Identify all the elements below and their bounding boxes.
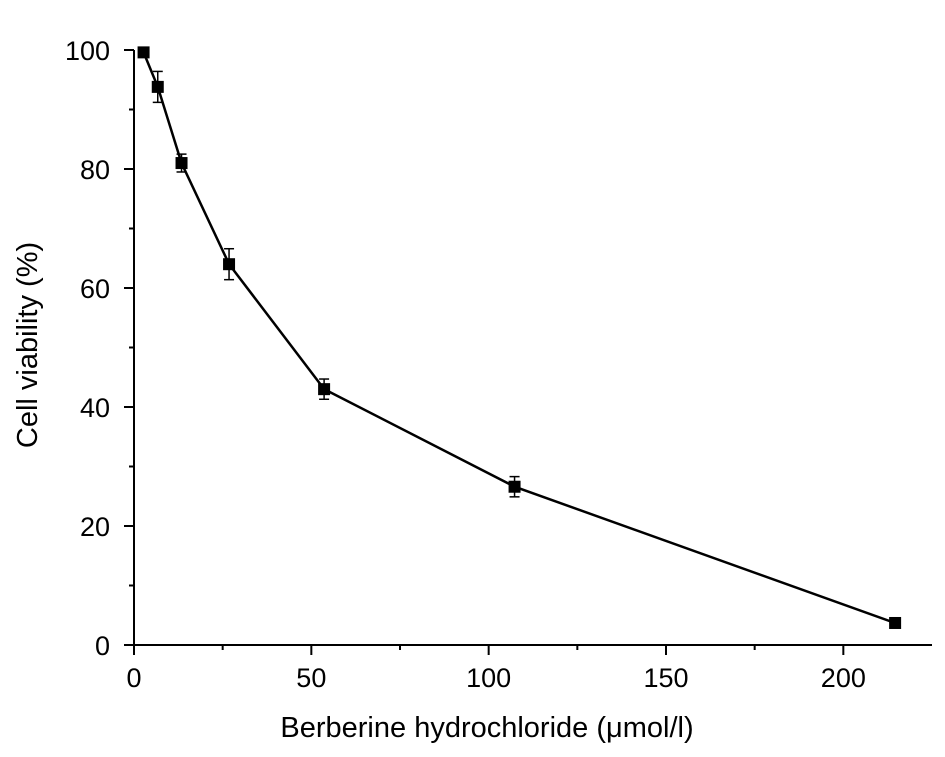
y-axis-label: Cell viability (%) — [12, 242, 44, 448]
axes — [133, 50, 932, 646]
x-tick-label: 150 — [643, 663, 688, 693]
y-tick-label: 20 — [80, 512, 110, 542]
data-point — [175, 157, 188, 170]
x-tick-label: 0 — [126, 663, 141, 693]
data-point — [508, 480, 521, 493]
y-tick-label: 60 — [80, 274, 110, 304]
x-tick-label: 50 — [296, 663, 326, 693]
x-tick-label: 100 — [466, 663, 511, 693]
y-tick-label: 40 — [80, 393, 110, 423]
data-point — [151, 80, 164, 93]
data-point — [137, 46, 150, 59]
data-point — [223, 258, 236, 271]
y-tick-label: 80 — [80, 155, 110, 185]
data-point — [318, 383, 331, 396]
y-tick-label: 0 — [95, 631, 110, 661]
y-tick-label: 100 — [65, 36, 110, 66]
data-point — [889, 616, 902, 629]
x-axis-label: Berberine hydrochloride (μmol/l) — [280, 712, 693, 744]
series-line — [142, 51, 896, 625]
x-tick-label: 200 — [821, 663, 866, 693]
ticks: 0 20 40 60 80 100 0 50 100 150 200 — [65, 36, 866, 693]
series-layer — [137, 46, 902, 629]
